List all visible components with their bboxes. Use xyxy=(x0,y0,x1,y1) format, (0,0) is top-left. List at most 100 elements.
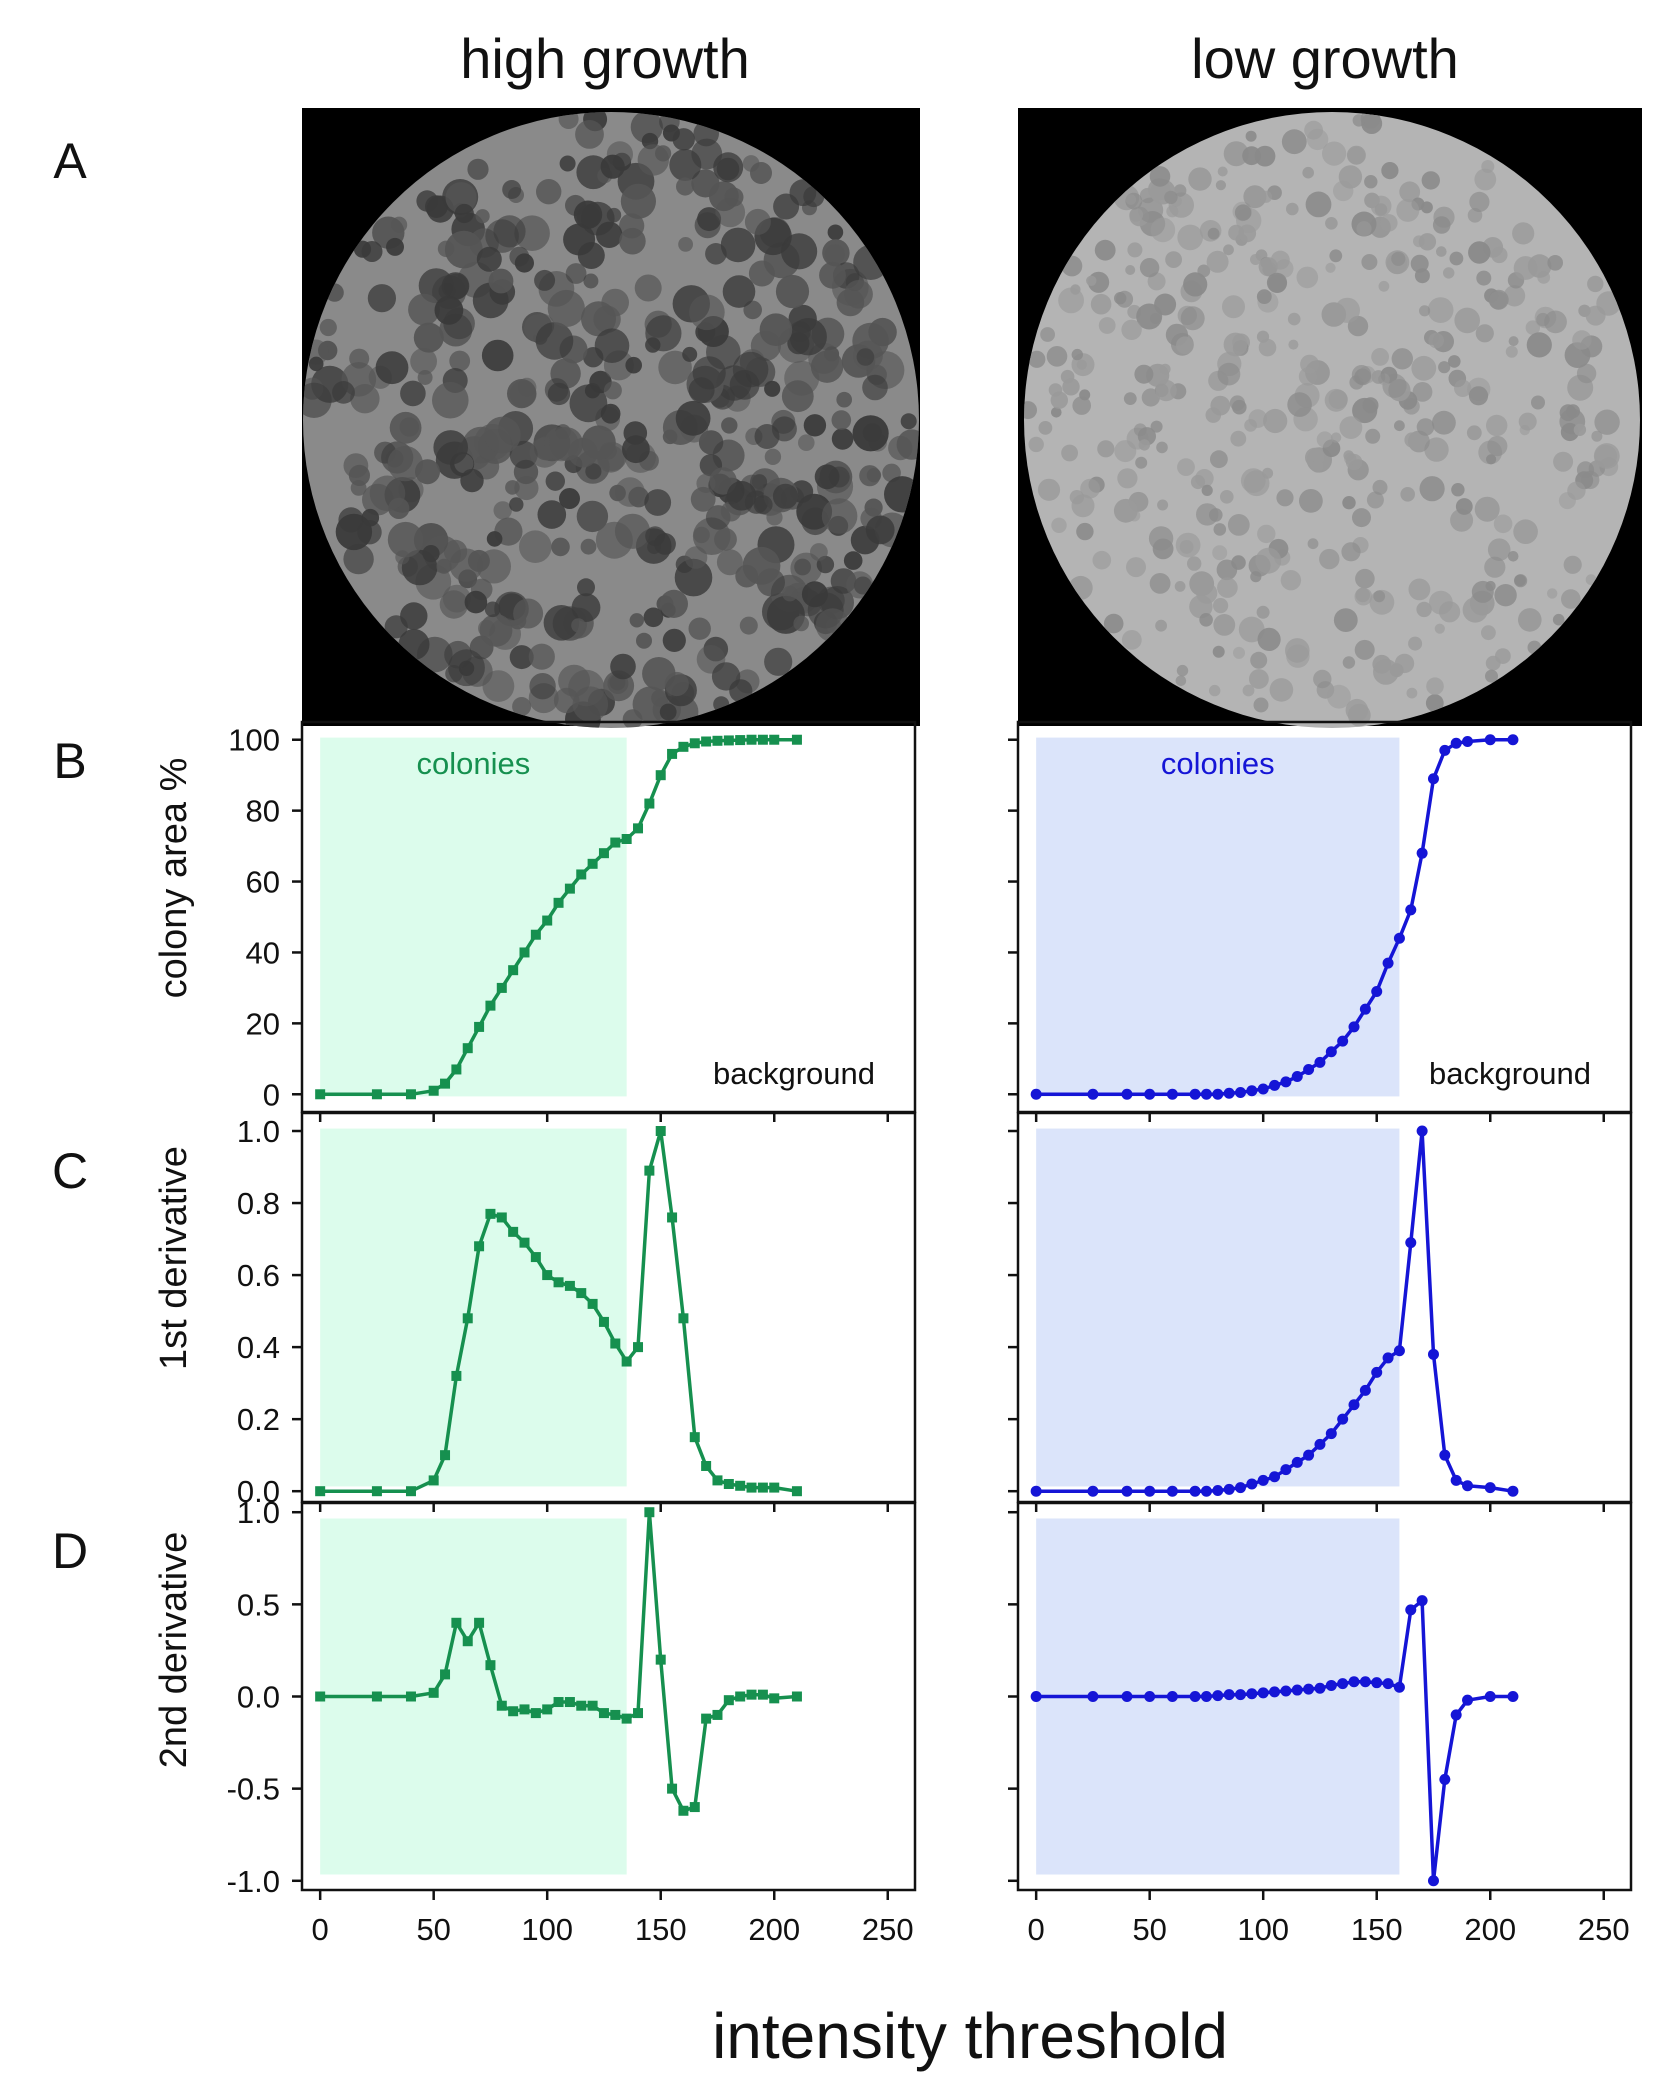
data-point xyxy=(1325,1046,1337,1058)
ylabel-colony-area: colony area % xyxy=(153,758,195,999)
colonies-region-b-low xyxy=(1036,737,1400,1097)
xtick-label: 250 xyxy=(862,1912,914,1947)
data-point xyxy=(440,1450,451,1461)
data-point xyxy=(371,1089,382,1100)
column-title-high-growth: high growth xyxy=(460,27,750,90)
data-point xyxy=(735,1691,746,1702)
panel-letter-c: C xyxy=(52,1143,88,1199)
data-point xyxy=(496,1700,507,1711)
data-point xyxy=(655,1126,666,1137)
xtick-label: 250 xyxy=(1578,1912,1630,1947)
ylabel-2nd-derivative: 2nd derivative xyxy=(153,1532,195,1769)
data-point xyxy=(440,1669,451,1680)
data-point xyxy=(1427,1875,1439,1887)
colonies-label: colonies xyxy=(1161,746,1275,781)
ytick-label: 0 xyxy=(263,1077,280,1112)
data-point xyxy=(633,823,644,834)
data-point xyxy=(1337,1035,1349,1047)
background-label: background xyxy=(713,1056,875,1091)
data-point xyxy=(1450,1709,1462,1721)
xtick-label: 0 xyxy=(312,1912,329,1947)
data-point xyxy=(474,1021,485,1032)
ytick-label: 0.6 xyxy=(237,1258,280,1293)
plot-b-low: colonies background xyxy=(1008,720,1633,1122)
data-point xyxy=(1348,1021,1360,1033)
data-point xyxy=(701,1713,712,1724)
data-point xyxy=(1223,1483,1235,1495)
column-title-low-growth: low growth xyxy=(1191,27,1459,90)
xtick-label: 150 xyxy=(635,1912,687,1947)
data-point xyxy=(1371,1677,1383,1689)
data-point xyxy=(564,1697,575,1708)
data-point xyxy=(1269,1686,1281,1698)
data-point xyxy=(1507,734,1519,746)
data-point xyxy=(428,1687,439,1698)
data-point xyxy=(1314,1056,1326,1068)
ytick-label: 60 xyxy=(246,865,280,900)
colonies-region-c-low xyxy=(1036,1128,1400,1487)
data-point xyxy=(1337,1413,1349,1425)
data-point xyxy=(701,1460,712,1471)
data-point xyxy=(1246,1478,1258,1490)
data-point xyxy=(1303,1449,1315,1461)
data-point xyxy=(1257,1083,1269,1095)
data-point xyxy=(712,1475,723,1486)
ytick-label: 0.0 xyxy=(237,1680,280,1715)
ytick-label: 0.4 xyxy=(237,1330,280,1365)
data-point xyxy=(1166,1691,1178,1702)
data-point xyxy=(485,1660,496,1671)
data-point xyxy=(1246,1085,1258,1097)
data-point xyxy=(1427,773,1439,785)
data-point xyxy=(315,1089,326,1100)
data-point xyxy=(462,1636,473,1647)
data-point xyxy=(678,1805,689,1816)
data-point xyxy=(621,1356,632,1367)
data-point xyxy=(1269,1471,1281,1483)
data-point xyxy=(485,1000,496,1011)
data-point xyxy=(1200,1691,1212,1702)
data-point xyxy=(1439,744,1451,756)
data-point xyxy=(1121,1485,1133,1497)
ytick-label: 1.0 xyxy=(237,1114,280,1149)
xtick-label: 0 xyxy=(1028,1912,1045,1947)
data-point xyxy=(564,883,575,894)
data-point xyxy=(1030,1485,1042,1497)
data-point xyxy=(1166,1088,1178,1100)
data-point xyxy=(564,1280,575,1291)
data-point xyxy=(1393,1681,1405,1693)
data-point xyxy=(689,1802,700,1813)
data-point xyxy=(791,1691,802,1702)
data-point xyxy=(576,869,587,880)
data-point xyxy=(1189,1485,1201,1497)
data-point xyxy=(1121,1691,1133,1702)
data-point xyxy=(1212,1690,1224,1702)
data-point xyxy=(542,1270,553,1281)
data-point xyxy=(1269,1079,1281,1091)
data-point xyxy=(610,1709,621,1720)
data-point xyxy=(712,735,723,746)
data-point xyxy=(769,1482,780,1493)
data-point xyxy=(1166,1485,1178,1497)
data-point xyxy=(1189,1088,1201,1100)
data-point xyxy=(1416,1595,1428,1607)
data-point xyxy=(1144,1691,1156,1702)
ylabel-1st-derivative: 1st derivative xyxy=(153,1146,195,1370)
data-point xyxy=(735,1480,746,1491)
data-point xyxy=(746,734,757,745)
data-point xyxy=(1280,1464,1292,1476)
data-point xyxy=(462,1043,473,1054)
data-point xyxy=(1291,1456,1303,1468)
data-point xyxy=(576,1288,587,1299)
data-point xyxy=(440,1078,451,1089)
data-point xyxy=(1030,1691,1042,1702)
data-point xyxy=(1439,1773,1451,1785)
data-point xyxy=(610,1338,621,1349)
data-point xyxy=(1382,1352,1394,1364)
data-point xyxy=(519,1237,530,1248)
data-point xyxy=(598,1316,609,1327)
data-point xyxy=(1507,1691,1519,1702)
data-point xyxy=(485,1208,496,1219)
data-point xyxy=(1371,985,1383,997)
data-point xyxy=(712,1709,723,1720)
